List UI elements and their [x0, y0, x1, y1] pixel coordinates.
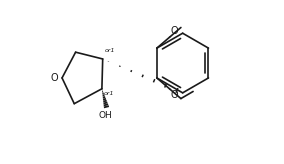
Text: or1: or1: [104, 91, 114, 96]
Text: O: O: [170, 90, 178, 100]
Text: or1: or1: [105, 48, 115, 53]
Text: OH: OH: [98, 111, 112, 120]
Text: O: O: [51, 73, 58, 83]
Text: O: O: [170, 26, 178, 36]
